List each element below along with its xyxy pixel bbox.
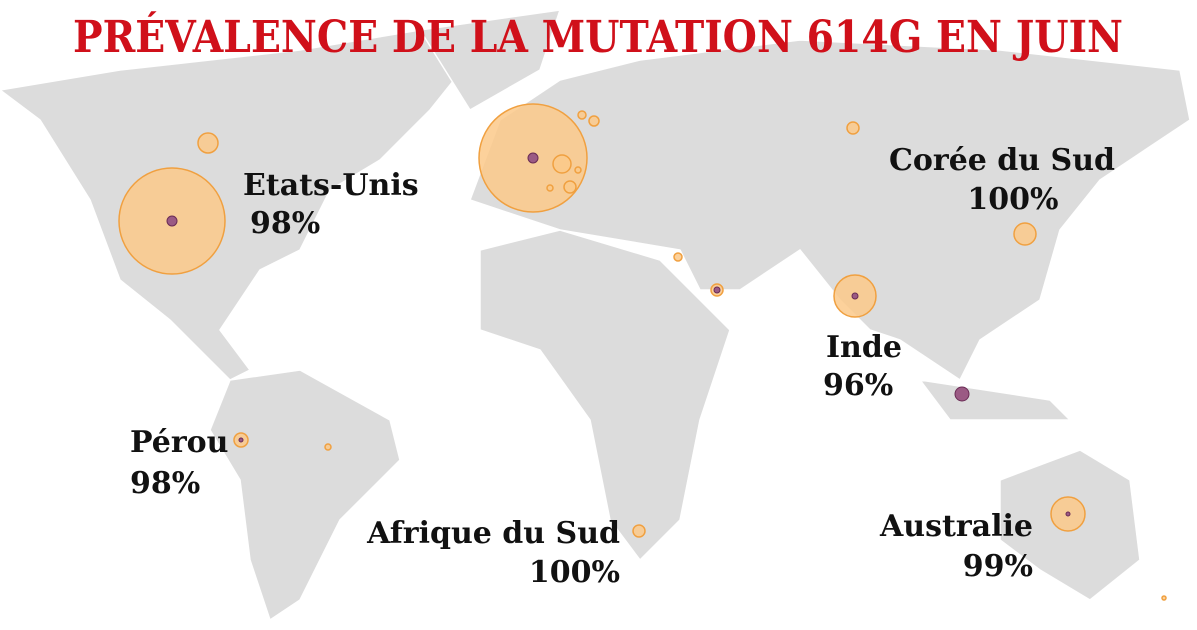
country-name: Pérou — [130, 425, 228, 460]
bubbles — [118, 103, 1167, 601]
prevalence: 100% — [529, 555, 620, 590]
country-name: Inde — [826, 330, 902, 365]
prevalence: 100% — [967, 182, 1058, 217]
prevalence: 98% — [250, 206, 320, 241]
title: PRÉVALENCE DE LA MUTATION 614G EN JUIN — [73, 10, 1123, 63]
country-name: Corée du Sud — [889, 143, 1115, 178]
prevalence: 99% — [963, 549, 1033, 584]
country-name: Etats-Unis — [243, 168, 419, 203]
prevalence: 96% — [823, 368, 893, 403]
country-name: Afrique du Sud — [366, 516, 620, 551]
country-name: Australie — [879, 509, 1033, 544]
prevalence: 98% — [130, 466, 200, 501]
continents — [0, 9, 1191, 622]
